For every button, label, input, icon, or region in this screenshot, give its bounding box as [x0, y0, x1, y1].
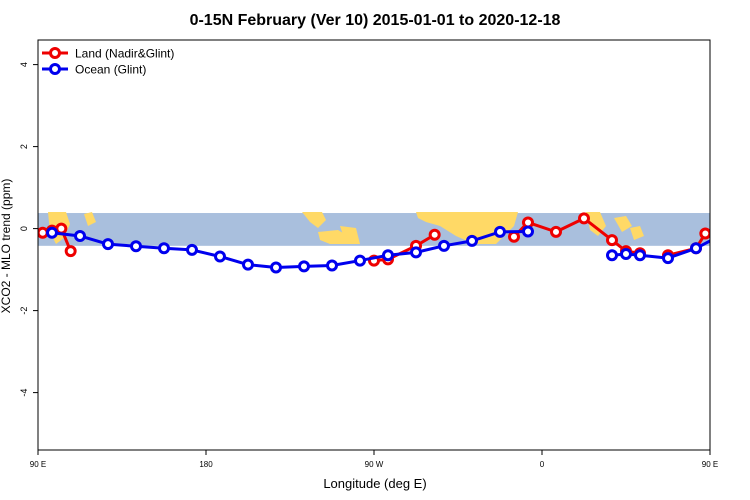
- data-point-ocean: [438, 239, 450, 252]
- data-point-ocean: [354, 254, 366, 267]
- x-tick-label: 90 E: [702, 460, 718, 469]
- data-point-ocean: [242, 258, 254, 271]
- legend-item-land: Land (Nadir&Glint): [42, 47, 174, 61]
- data-point-ocean: [46, 226, 58, 239]
- data-point-land: [38, 226, 49, 239]
- legend-item-ocean: Ocean (Glint): [42, 63, 146, 77]
- data-point-land: [550, 225, 562, 238]
- legend-label-land: Land (Nadir&Glint): [75, 47, 174, 61]
- land-patch-8: [614, 216, 632, 232]
- data-point-land: [699, 227, 710, 240]
- data-point-land: [720, 226, 729, 235]
- y-tick-label: -4: [19, 389, 29, 397]
- data-point-ocean: [690, 242, 702, 255]
- x-tick-label: 0: [540, 460, 545, 469]
- data-point-land: [508, 230, 520, 243]
- data-point-land: [734, 223, 743, 232]
- legend-marker-land: [49, 47, 61, 59]
- legend-marker-ocean: [49, 63, 61, 75]
- data-point-ocean: [214, 250, 226, 263]
- x-tick-label: 90 W: [365, 460, 384, 469]
- data-point-ocean: [270, 261, 282, 274]
- data-point-ocean: [102, 238, 114, 251]
- data-point-land: [578, 212, 590, 225]
- x-tick-label: 90 E: [30, 460, 46, 469]
- data-point-land: [428, 228, 441, 241]
- chart-title: 0-15N February (Ver 10) 2015-01-01 to 20…: [190, 12, 561, 29]
- data-point-ocean: [720, 229, 729, 238]
- data-point-ocean: [74, 229, 86, 242]
- data-point-land: [55, 222, 68, 235]
- data-point-ocean: [130, 240, 142, 253]
- series-layer: [38, 212, 743, 274]
- data-point-land: [606, 234, 618, 247]
- series-ocean: [46, 225, 729, 274]
- data-point-ocean: [620, 248, 632, 261]
- data-point-ocean: [466, 234, 478, 247]
- data-point-ocean: [382, 249, 394, 262]
- data-point-ocean: [326, 259, 338, 272]
- land-patch-2: [302, 212, 326, 228]
- data-point-ocean: [494, 225, 506, 238]
- x-axis: 90 E 180 90 W 0 90 E: [30, 450, 718, 469]
- data-point-ocean: [662, 252, 674, 265]
- land-patch-6: [480, 212, 498, 226]
- x-tick-label: 180: [199, 460, 213, 469]
- legend: Land (Nadir&Glint) Ocean (Glint): [42, 47, 174, 77]
- y-tick-label: 0: [19, 226, 29, 231]
- land-patch-4: [340, 226, 360, 244]
- y-axis-label: XCO2 - MLO trend (ppm): [0, 179, 13, 314]
- legend-label-ocean: Ocean (Glint): [75, 63, 146, 77]
- y-tick-label: -2: [19, 307, 29, 315]
- data-point-ocean: [298, 260, 310, 273]
- data-point-ocean: [158, 242, 170, 255]
- data-point-ocean: [522, 225, 534, 238]
- data-point-ocean: [606, 249, 618, 262]
- data-point-ocean: [410, 246, 422, 259]
- land-patch-1: [84, 212, 96, 226]
- data-point-ocean: [186, 243, 198, 256]
- y-tick-label: 2: [19, 144, 29, 149]
- y-axis: 4 2 0 -2 -4: [19, 62, 38, 397]
- data-point-land: [64, 245, 77, 258]
- land-patch-9: [630, 226, 644, 240]
- y-tick-label: 4: [19, 62, 29, 67]
- x-axis-label: Longitude (deg E): [323, 476, 426, 491]
- data-point-ocean: [634, 249, 646, 262]
